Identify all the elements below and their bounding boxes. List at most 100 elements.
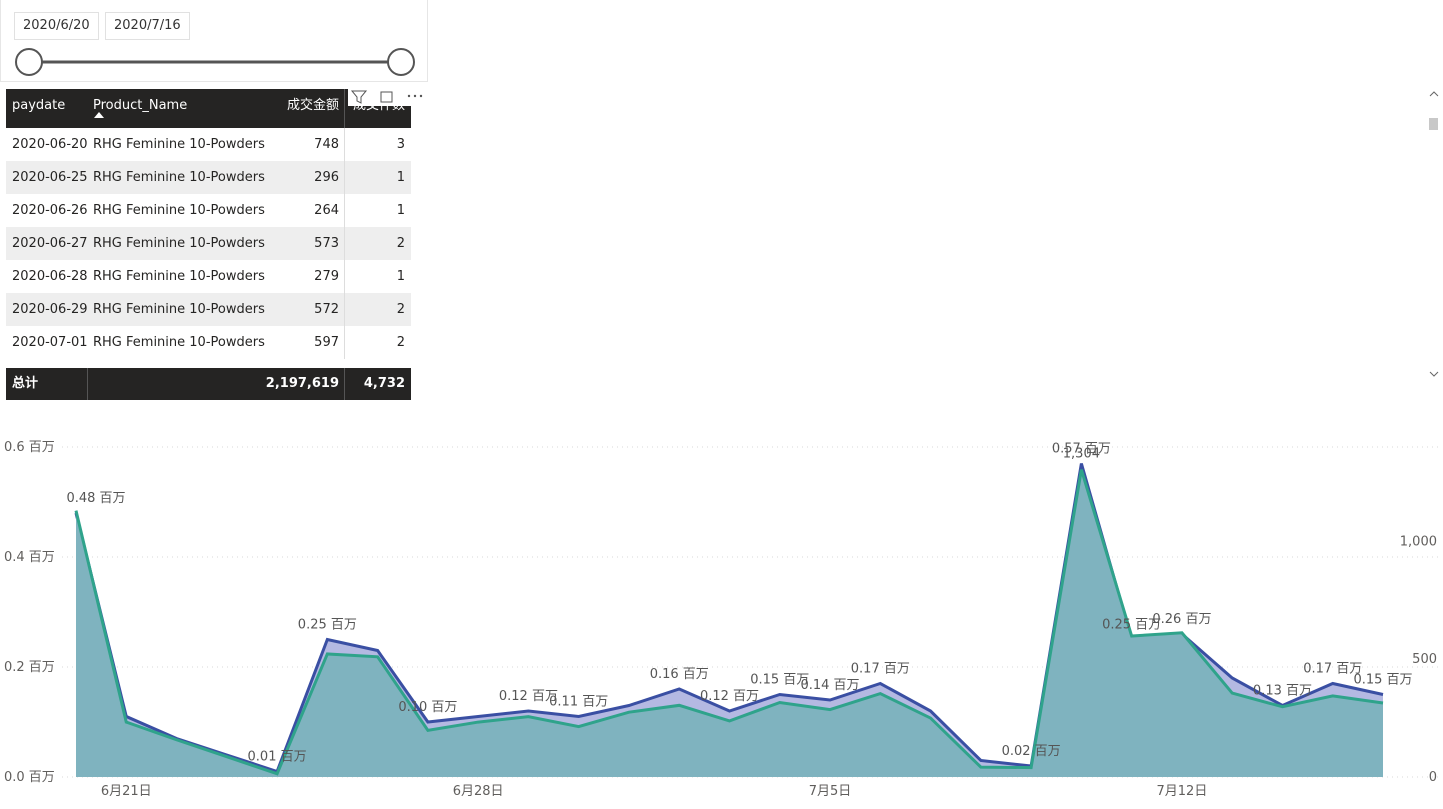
header-cell[interactable]: paydate: [12, 98, 66, 113]
table-cell: RHG Feminine 10-Powders: [93, 170, 265, 185]
table-cell: 748: [314, 137, 339, 152]
data-label: 0.15 百万: [1353, 673, 1412, 688]
table-cell: 2: [396, 335, 405, 350]
start-date[interactable]: 2020/6/20: [14, 12, 99, 40]
table-cell: RHG Feminine 10-Powders: [93, 236, 265, 251]
y2-tick-label: 500: [1412, 652, 1437, 667]
column-separator: [344, 161, 345, 194]
table-header: paydate Product_Name 成交金额 成交件数: [6, 89, 411, 128]
table-cell: 573: [314, 236, 339, 251]
date-slicer: 2020/6/20 2020/7/16: [0, 0, 428, 82]
table-row[interactable]: 2020-06-20 RHG Feminine 10-Powders 748 3: [6, 128, 411, 161]
table-cell: 2020-06-28: [12, 269, 88, 284]
data-label: 0.57 百万: [1052, 442, 1111, 457]
table-cell: 2: [396, 302, 405, 317]
x-tick-label: 6月21日: [101, 784, 152, 799]
table-cell: 3: [396, 137, 405, 152]
table-cell: RHG Feminine 10-Powders: [93, 203, 265, 218]
slider-handle[interactable]: [387, 48, 415, 76]
table-cell: 2020-07-01: [12, 335, 88, 350]
x-tick-label: 7月12日: [1157, 784, 1208, 799]
data-label: 0.25 百万: [1102, 618, 1161, 633]
header-cell[interactable]: Product_Name: [93, 98, 188, 113]
data-label: 0.11 百万: [549, 695, 608, 710]
table-cell: 2020-06-27: [12, 236, 88, 251]
total-label: 总计: [12, 376, 39, 391]
header-cell[interactable]: 成交金额: [286, 98, 339, 113]
data-label: 0.10 百万: [398, 700, 457, 715]
data-label: 0.48 百万: [66, 491, 125, 506]
data-label: 0.02 百万: [1002, 744, 1061, 759]
slider-handle[interactable]: [15, 48, 43, 76]
table-cell: 2020-06-29: [12, 302, 88, 317]
total-cell: 2,197,619: [265, 376, 339, 391]
table-total: 总计 2,197,619 4,732: [6, 368, 411, 400]
visual-toolbar: [348, 88, 428, 106]
data-label: 0.15 百万: [750, 673, 809, 688]
scroll-thumb[interactable]: [1429, 118, 1438, 130]
table-cell: RHG Feminine 10-Powders: [93, 269, 265, 284]
table-cell: RHG Feminine 10-Powders: [93, 335, 265, 350]
sort-arrow: [94, 112, 104, 118]
table-cell: RHG Feminine 10-Powders: [93, 302, 265, 317]
column-separator: [344, 89, 345, 128]
end-date[interactable]: 2020/7/16: [105, 12, 190, 40]
y-tick-label: 0.6 百万: [4, 440, 55, 455]
data-label: 0.17 百万: [851, 662, 910, 677]
column-separator: [344, 194, 345, 227]
total-cell: 4,732: [363, 376, 405, 391]
slider: [15, 48, 415, 76]
column-separator: [344, 293, 345, 326]
table-cell: 2020-06-25: [12, 170, 88, 185]
table-cell: RHG Feminine 10-Powders: [93, 137, 265, 152]
data-label: 0.12 百万: [499, 689, 558, 704]
data-label: 0.26 百万: [1152, 612, 1211, 627]
data-label: 0.17 百万: [1303, 662, 1362, 677]
column-separator: [344, 128, 345, 161]
x-tick-label: 6月28日: [453, 784, 504, 799]
toolbar-bg: [348, 88, 428, 106]
area-chart: 0.0 百万 0.2 百万 0.4 百万 0.6 百万 0 500 1,000 6月21日 6月…: [4, 440, 1440, 799]
data-label: 0.13 百万: [1253, 684, 1312, 699]
table-row[interactable]: 2020-06-27 RHG Feminine 10-Powders 573 2: [6, 227, 411, 260]
y-tick-label: 0.4 百万: [4, 550, 55, 565]
column-separator: [344, 260, 345, 293]
data-label: 1,304: [1063, 447, 1100, 462]
table-row[interactable]: 2020-06-29 RHG Feminine 10-Powders 572 2: [6, 293, 411, 326]
column-separator: [87, 368, 88, 400]
column-separator: [344, 368, 345, 400]
column-separator: [344, 326, 345, 359]
table-cell: 2020-06-20: [12, 137, 88, 152]
data-label: 0.12 百万: [700, 689, 759, 704]
table-cell: 2020-06-26: [12, 203, 88, 218]
filter-icon[interactable]: [350, 90, 368, 104]
area: [76, 469, 1383, 777]
column-separator: [344, 227, 345, 260]
data-label: 0.01 百万: [248, 750, 307, 765]
table-cell: 279: [314, 269, 339, 284]
y-tick-label: 0.0 百万: [4, 770, 55, 785]
data-label: 0.16 百万: [650, 667, 709, 682]
table-cell: 1: [396, 203, 405, 218]
more-icon[interactable]: [407, 94, 423, 98]
table-row[interactable]: 2020-06-25 RHG Feminine 10-Powders 296 1: [6, 161, 411, 194]
scrollbar[interactable]: [1427, 88, 1441, 388]
x-tick-label: 7月5日: [809, 784, 852, 799]
table-cell: 2: [396, 236, 405, 251]
table-cell: 1: [396, 170, 405, 185]
table: paydate Product_Name 成交金额 成交件数 2020-06-2…: [6, 89, 411, 359]
table-cell: 264: [314, 203, 339, 218]
table-cell: 572: [314, 302, 339, 317]
focus-icon[interactable]: [380, 91, 393, 103]
data-label: 0.25 百万: [298, 618, 357, 633]
table-cell: 296: [314, 170, 339, 185]
table-cell: 1: [396, 269, 405, 284]
table-row[interactable]: 2020-06-28 RHG Feminine 10-Powders 279 1: [6, 260, 411, 293]
table-row[interactable]: 2020-06-26 RHG Feminine 10-Powders 264 1: [6, 194, 411, 227]
y2-tick-label: 0: [1429, 770, 1437, 785]
scroll-down[interactable]: [1429, 371, 1439, 377]
scroll-up[interactable]: [1429, 91, 1439, 97]
table-row[interactable]: 2020-07-01 RHG Feminine 10-Powders 597 2: [6, 326, 411, 359]
data-label: 0.14 百万: [800, 678, 859, 693]
